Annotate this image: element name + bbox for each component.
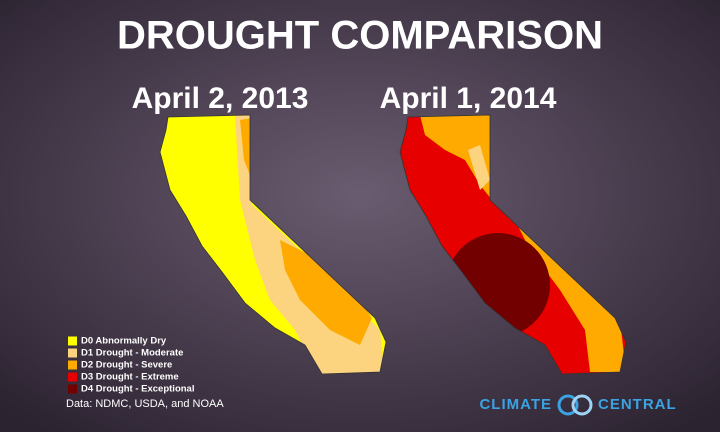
source: Data: NDMC, USDA, and NOAA	[66, 398, 224, 410]
state-outline	[399, 114, 627, 375]
legend-label: D4 Drought - Exceptional	[81, 384, 194, 395]
legend-swatch	[68, 384, 77, 394]
logo: CLIMATE CENTRAL	[479, 394, 677, 416]
legend-swatch	[68, 372, 77, 382]
logo-word: CLIMATE	[479, 396, 552, 413]
region	[468, 145, 490, 190]
region	[510, 210, 626, 372]
title: DROUGHT COMPARISON	[117, 14, 603, 58]
legend-label: D3 Drought - Extreme	[81, 372, 179, 383]
logo-mark	[557, 394, 579, 416]
legend-swatch	[68, 348, 77, 358]
legend-label: D1 Drought - Moderate	[81, 348, 183, 359]
logo-word: CENTRAL	[598, 396, 677, 413]
region	[420, 115, 492, 200]
region	[280, 240, 372, 345]
map-label: April 1, 2014	[380, 82, 557, 115]
legend-swatch	[68, 360, 77, 370]
legend-swatch	[68, 336, 77, 346]
map-label: April 2, 2013	[132, 82, 309, 115]
state-outline	[159, 114, 387, 375]
legend-label: D2 Drought - Severe	[81, 360, 172, 371]
region	[240, 118, 252, 180]
legend-label: D0 Abnormally Dry	[81, 336, 167, 347]
logo-mark	[571, 394, 593, 416]
